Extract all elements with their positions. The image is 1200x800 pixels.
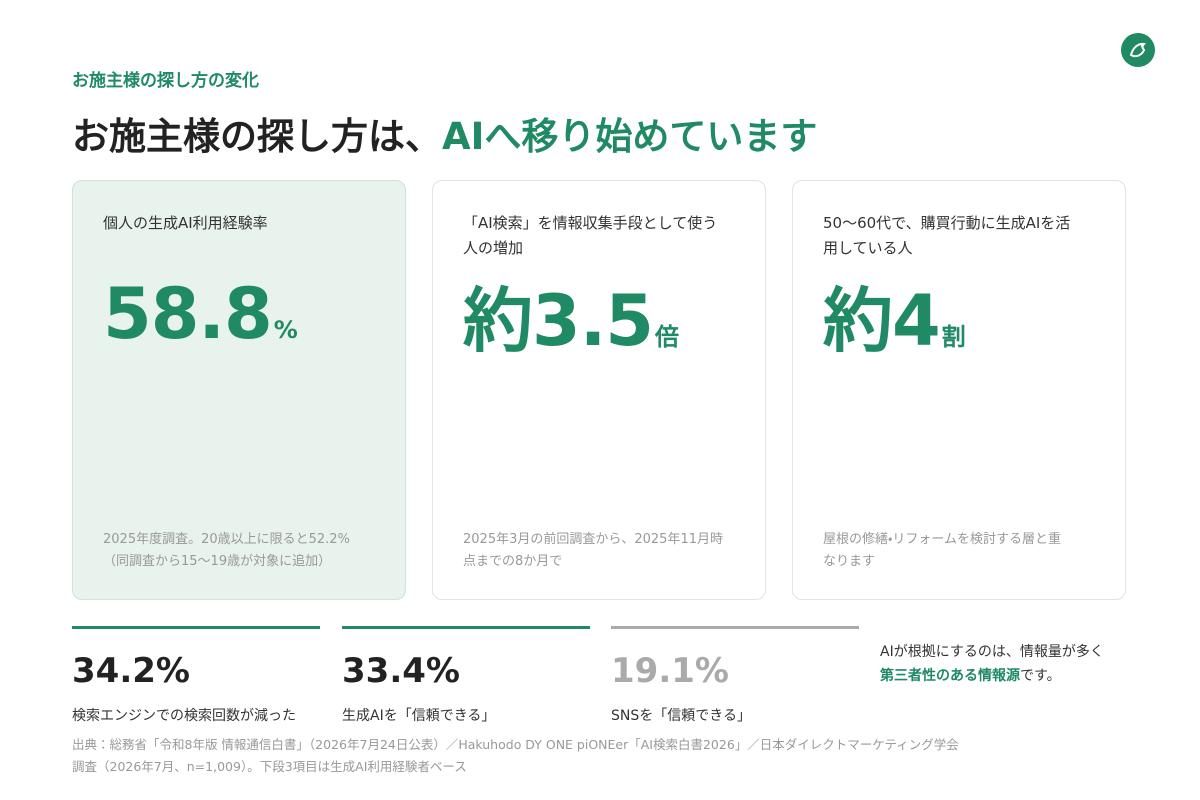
stat-value: 33.4% (342, 651, 460, 691)
note-line: （同調査から15〜19歳が対象に追加） (103, 554, 332, 569)
stat: 19.1% SNSを「信頼できる」 (611, 626, 859, 724)
stat: 33.4% 生成AIを「信頼できる」 (342, 626, 590, 724)
eyebrow: お施主様の探し方の変化 (72, 71, 259, 91)
card: 個人の生成AI利用経験率 58.8% 2025年度調査。20歳以上に限ると52.… (72, 180, 406, 600)
figure-unit: 割 (941, 323, 966, 351)
card: 50〜60代で、購買行動に生成AIを活 用している人 約4割 屋根の修繕・リフォー… (792, 180, 1126, 600)
figure-value: 58.8 (103, 273, 273, 355)
stat-label: SNSを「信頼できる」 (611, 708, 751, 724)
figure-prefix: 約 (463, 280, 533, 362)
note-line: 屋根の修繕・リフォームを検討する層と重 (823, 532, 1062, 547)
side-line: AIが根拠にするのは、情報量が多く (880, 644, 1104, 660)
logo (1121, 33, 1155, 67)
label-line: 用している人 (823, 239, 913, 257)
figure-prefix: 約 (823, 280, 893, 362)
note-line: 2025年3月の前回調査から、2025年11月時 (463, 532, 723, 547)
card-figure: 約4割 (823, 265, 966, 366)
card-figure: 約3.5倍 (463, 265, 679, 366)
card-note: 屋根の修繕・リフォームを検討する層と重 なります (823, 529, 1061, 573)
side-emphasis: 第三者性のある情報源 (880, 668, 1020, 684)
stat: 34.2% 検索エンジンでの検索回数が減った (72, 626, 320, 724)
note-line: 2025年度調査。20歳以上に限ると52.2% (103, 532, 350, 547)
card: 「AI検索」を情報収集手段として使う 人の増加 約3.5倍 2025年3月の前回調… (432, 180, 766, 600)
label-line: 「AI検索」を情報収集手段として使う (463, 214, 718, 232)
stat-value: 34.2% (72, 651, 190, 691)
title: お施主様の探し方は、AIへ移り始めています (72, 106, 817, 160)
label-line: 50〜60代で、購買行動に生成AIを活 (823, 214, 1071, 232)
stat-label: 生成AIを「信頼できる」 (342, 708, 496, 724)
figure-value: 3.5 (532, 280, 654, 362)
stat-value: 19.1% (611, 651, 729, 691)
figure-value: 4 (892, 280, 941, 362)
card-label: 個人の生成AI利用経験率 (103, 211, 268, 236)
title-highlight: AIへ移り始めています (442, 115, 818, 158)
side-line: 第三者性のある情報源です。 (880, 664, 1104, 688)
side-note: AIが根拠にするのは、情報量が多く 第三者性のある情報源です。 (880, 640, 1104, 688)
source-line: 調査（2026年7月、n=1,009）。下段3項目は生成AI利用経験者ベース (72, 759, 467, 774)
card-label: 「AI検索」を情報収集手段として使う 人の増加 (463, 211, 717, 261)
note-line: なります (823, 554, 876, 569)
card-figure: 58.8% (103, 273, 298, 355)
figure-unit: % (273, 316, 298, 344)
source-line: 出典：総務省「令和8年版 情報通信白書」（2026年7月24日公表）／Hakuh… (72, 737, 959, 752)
note-line: 点までの8か月で (463, 554, 563, 569)
side-suffix: です。 (1020, 668, 1061, 684)
card-note: 2025年度調査。20歳以上に限ると52.2% （同調査から15〜19歳が対象に追… (103, 529, 350, 573)
label-line: 人の増加 (463, 239, 524, 257)
card-note: 2025年3月の前回調査から、2025年11月時 点までの8か月で (463, 529, 723, 573)
card-label: 50〜60代で、購買行動に生成AIを活 用している人 (823, 211, 1070, 261)
figure-unit: 倍 (655, 323, 680, 351)
source: 出典：総務省「令和8年版 情報通信白書」（2026年7月24日公表）／Hakuh… (72, 734, 959, 778)
stat-label: 検索エンジンでの検索回数が減った (72, 708, 296, 724)
label-line: 個人の生成AI利用経験率 (103, 214, 268, 232)
title-text: お施主様の探し方は、 (72, 115, 442, 158)
